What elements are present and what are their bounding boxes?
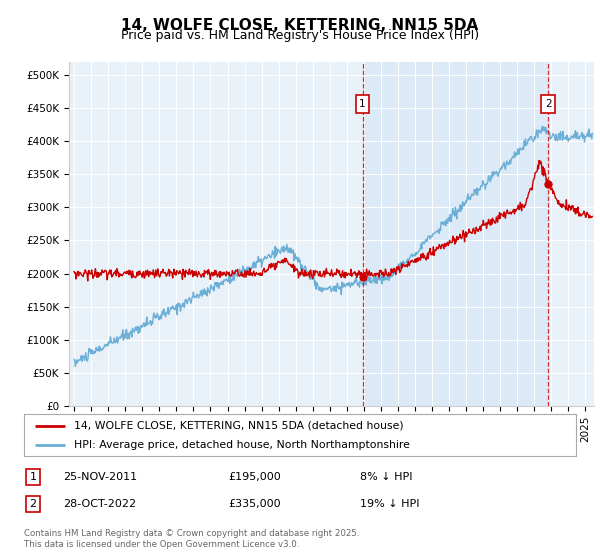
Text: £335,000: £335,000	[228, 499, 281, 509]
Text: 25-NOV-2011: 25-NOV-2011	[63, 472, 137, 482]
Text: £195,000: £195,000	[228, 472, 281, 482]
Text: Contains HM Land Registry data © Crown copyright and database right 2025.
This d: Contains HM Land Registry data © Crown c…	[24, 529, 359, 549]
Text: 2: 2	[545, 99, 551, 109]
Text: 14, WOLFE CLOSE, KETTERING, NN15 5DA (detached house): 14, WOLFE CLOSE, KETTERING, NN15 5DA (de…	[74, 421, 403, 431]
Text: 1: 1	[359, 99, 366, 109]
Text: 8% ↓ HPI: 8% ↓ HPI	[360, 472, 413, 482]
Text: 28-OCT-2022: 28-OCT-2022	[63, 499, 136, 509]
Bar	[362, 62, 548, 406]
Text: 2: 2	[29, 499, 37, 509]
Text: Price paid vs. HM Land Registry's House Price Index (HPI): Price paid vs. HM Land Registry's House …	[121, 29, 479, 42]
Text: HPI: Average price, detached house, North Northamptonshire: HPI: Average price, detached house, Nort…	[74, 440, 410, 450]
Text: 19% ↓ HPI: 19% ↓ HPI	[360, 499, 419, 509]
Text: 14, WOLFE CLOSE, KETTERING, NN15 5DA: 14, WOLFE CLOSE, KETTERING, NN15 5DA	[121, 18, 479, 33]
Text: 1: 1	[29, 472, 37, 482]
